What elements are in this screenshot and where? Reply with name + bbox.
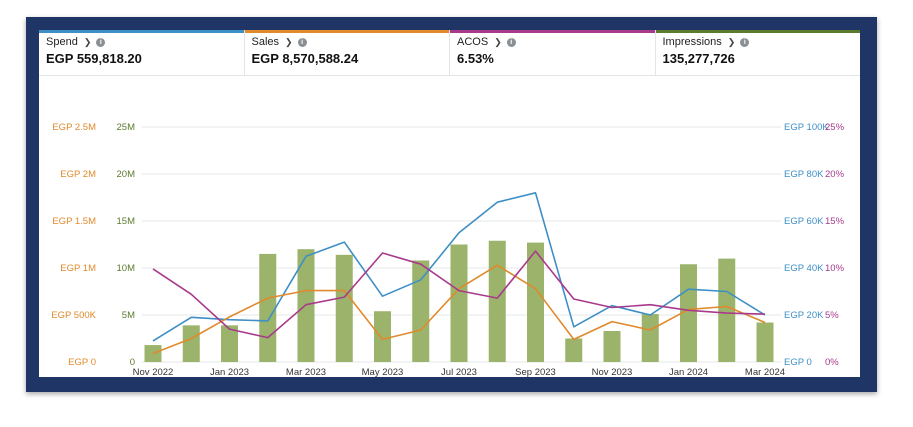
sales-tick-label: EGP 1.5M [52,216,96,227]
spend-tick-label: EGP 0 [784,357,812,368]
impressions-bar [374,311,391,362]
metric-label: Sales [251,36,280,48]
sales-tick-label: EGP 1M [60,263,96,274]
impressions-tick-label: 25M [117,122,136,133]
x-tick-label: Mar 2023 [286,367,326,377]
info-icon[interactable]: i [740,37,750,47]
impressions-bar [565,338,583,362]
sales-tick-label: EGP 2.5M [52,122,96,133]
acos-tick-label: 5% [825,310,839,321]
chevron-down-icon[interactable]: ❯ [727,36,736,47]
x-tick-label: Jan 2023 [210,367,249,377]
metric-value: 6.53% [457,51,494,66]
impressions-tick-label: 10M [117,263,136,274]
chart-panel: Spend ❯ i EGP 559,818.20 Sales ❯ i EGP 8… [39,30,860,377]
impressions-bar [412,260,430,362]
spend-tick-label: EGP 60K [784,216,824,227]
info-icon[interactable]: i [297,37,307,47]
x-tick-label: Nov 2022 [133,367,174,377]
metric-card-impressions[interactable]: Impressions ❯ i 135,277,726 [655,30,860,75]
impressions-tick-label: 0 [130,357,135,368]
impressions-bar [488,240,506,362]
impressions-bar [335,254,353,362]
impressions-bar [756,322,774,362]
acos-tick-label: 20% [825,169,845,180]
spend-tick-label: EGP 40K [784,263,824,274]
info-icon[interactable]: i [506,37,516,47]
metric-label: Spend [46,36,78,48]
metric-card-acos[interactable]: ACOS ❯ i 6.53% [450,30,656,75]
impressions-bar [221,325,238,362]
metric-color-bar [450,30,655,33]
impressions-bar [527,242,544,362]
metric-cards: Spend ❯ i EGP 559,818.20 Sales ❯ i EGP 8… [39,30,860,76]
spend-tick-label: EGP 100K [784,122,829,133]
x-tick-label: Mar 2024 [745,367,785,377]
metric-label: Impressions [662,36,722,48]
impressions-tick-label: 5M [122,310,135,321]
metric-value: EGP 8,570,588.24 [251,51,359,66]
metric-card-spend[interactable]: Spend ❯ i EGP 559,818.20 [39,30,245,75]
metric-value: EGP 559,818.20 [46,51,142,66]
impressions-bar [259,253,277,362]
metric-value: 135,277,726 [662,51,735,66]
spend-tick-label: EGP 20K [784,310,824,321]
chevron-down-icon[interactable]: ❯ [83,36,92,47]
impressions-bar [641,314,659,362]
impressions-bar [450,244,468,362]
x-tick-label: Jan 2024 [669,367,708,377]
spend-tick-label: EGP 80K [784,169,824,180]
impressions-tick-label: 20M [117,169,136,180]
acos-tick-label: 15% [825,216,845,227]
metric-color-bar [655,30,860,33]
impressions-bar [144,345,162,362]
x-tick-label: Jul 2023 [441,367,477,377]
impressions-tick-label: 15M [117,216,136,227]
acos-line [152,250,766,339]
x-tick-label: Nov 2023 [592,367,633,377]
acos-tick-label: 0% [825,357,839,368]
metric-color-bar [244,30,449,33]
dashboard-frame: Spend ❯ i EGP 559,818.20 Sales ❯ i EGP 8… [26,17,877,392]
sales-tick-label: EGP 2M [60,169,96,180]
combo-chart: EGP 0 EGP 500K EGP 1M EGP 1.5M EGP 2M EGP 2.5… [51,122,845,377]
chevron-down-icon[interactable]: ❯ [285,36,293,47]
impressions-bar [718,258,736,362]
impressions-bar [182,325,200,362]
x-tick-label: May 2023 [362,367,404,377]
sales-tick-label: EGP 0 [68,357,96,368]
x-tick-label: Sep 2023 [515,367,556,377]
info-icon[interactable]: i [96,37,106,47]
chevron-down-icon[interactable]: ❯ [494,36,502,47]
acos-tick-label: 10% [825,263,845,274]
sales-line [152,264,766,355]
metric-color-bar [39,30,244,33]
impressions-bar [603,330,621,362]
acos-tick-label: 25% [825,122,845,133]
sales-tick-label: EGP 500K [51,310,96,321]
metric-card-sales[interactable]: Sales ❯ i EGP 8,570,588.24 [244,30,450,75]
metric-label: ACOS [457,36,489,48]
